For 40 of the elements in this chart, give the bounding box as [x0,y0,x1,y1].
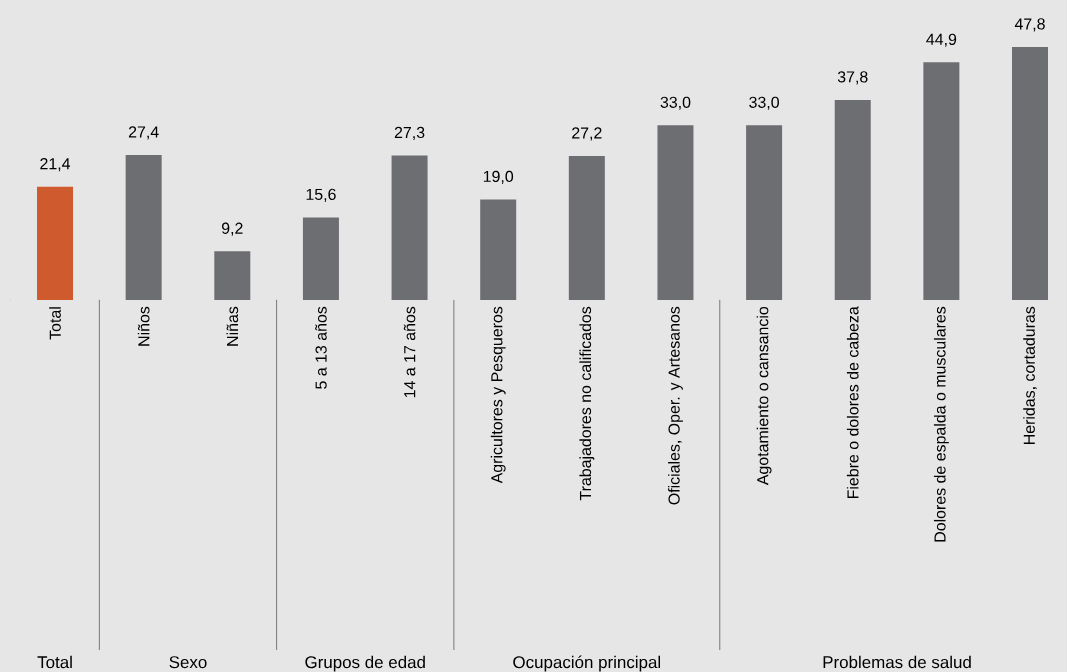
x-tick-label: Fiebre o dolores de cabeza [846,306,859,499]
data-label: 15,6 [306,188,336,202]
data-label: 9,2 [221,222,243,236]
bar [391,155,428,300]
band-label: Total [37,655,72,669]
bar [923,62,960,300]
data-label: 44,9 [926,33,957,47]
bar [568,156,605,300]
data-label: 33,0 [660,96,691,110]
bar [746,125,783,300]
data-label: 37,8 [837,71,868,85]
band-label: Ocupación principal [513,655,661,672]
bar [480,199,517,300]
x-tick-label: Heridas, cortaduras [1023,306,1037,444]
bar [834,99,871,300]
band-label: Grupos de edad [305,655,425,672]
x-tick-label: Agotamiento o cansancio [756,306,772,486]
band-label: Problemas de salud [823,655,971,669]
x-tick-label: Oficiales, Oper. y Artesanos [668,306,683,505]
data-label: 21,4 [40,158,71,172]
band-label: Sexo [169,656,207,669]
bar [125,154,162,300]
x-tick-label: 5 a 13 años [315,306,327,389]
x-tick-label: Niños [137,306,150,346]
data-label: 47,8 [1014,18,1045,32]
data-label: 19,0 [483,170,514,184]
x-tick-label: Dolores de espalda o musculares [933,306,949,542]
x-tick-label: Agricultores y Pesqueros [490,306,506,484]
data-label: 33,0 [749,96,779,110]
x-tick-label: 14 a 17 años [403,306,416,398]
bar [1012,46,1048,300]
x-tick-label: Total [49,307,61,340]
data-label: 27,2 [572,127,602,141]
x-tick-label: Niñas [226,306,239,346]
bar [214,251,251,300]
bar [302,217,339,300]
x-tick-label: Trabajadores no calificados [579,306,595,501]
data-label: 27,3 [394,126,425,140]
bar [657,125,694,300]
data-label: 27,4 [128,126,159,140]
